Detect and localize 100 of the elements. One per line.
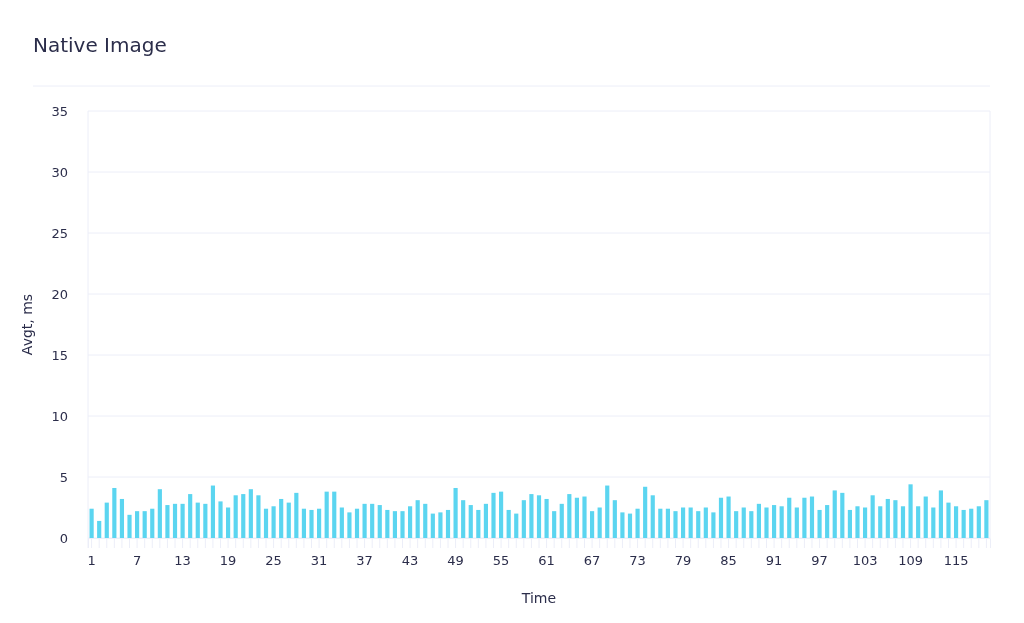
x-tick-label: 97 <box>811 553 828 569</box>
bar <box>119 498 125 538</box>
bar <box>142 511 147 538</box>
y-tick-label: 25 <box>51 225 68 241</box>
bar <box>855 506 860 538</box>
bar <box>809 496 815 538</box>
bar <box>135 511 140 538</box>
bar <box>271 506 276 538</box>
bar <box>567 494 572 538</box>
bar <box>506 509 511 538</box>
bar <box>324 491 329 538</box>
bar <box>415 500 420 538</box>
y-tick-label: 0 <box>59 530 68 546</box>
x-tick-label: 1 <box>87 553 96 569</box>
bar <box>309 509 314 538</box>
bar <box>468 505 473 538</box>
bar <box>688 507 693 538</box>
bar <box>590 511 595 538</box>
bar <box>802 497 807 538</box>
bar <box>711 512 716 538</box>
x-tick-label: 25 <box>265 553 282 569</box>
bar <box>544 498 549 538</box>
bar <box>787 497 792 538</box>
bar <box>582 496 587 538</box>
bar <box>514 513 519 538</box>
bar <box>332 491 337 538</box>
bar <box>597 507 602 538</box>
bar <box>984 500 989 538</box>
x-tick-label: 109 <box>898 553 923 569</box>
bar <box>825 505 830 538</box>
bar <box>870 495 875 538</box>
bar <box>734 511 739 538</box>
bar <box>423 503 428 538</box>
x-tick-label: 55 <box>492 553 510 569</box>
x-tick-label: 13 <box>174 553 191 569</box>
bar <box>491 492 496 538</box>
bar <box>248 489 253 538</box>
bar <box>574 497 579 538</box>
bar <box>400 511 405 538</box>
x-tick-label: 19 <box>219 553 237 569</box>
bar <box>885 498 890 538</box>
bar <box>165 505 170 538</box>
y-tick-label: 20 <box>51 286 68 302</box>
bar <box>279 498 284 538</box>
bar <box>680 507 686 538</box>
bar <box>430 513 435 538</box>
bar <box>658 508 663 538</box>
bar <box>847 509 852 538</box>
bar <box>408 506 413 538</box>
bar <box>339 507 344 538</box>
bar <box>476 509 481 538</box>
chart-title: Native Image <box>33 33 167 57</box>
bar <box>521 500 526 538</box>
bar <box>969 508 974 538</box>
bar <box>453 487 458 538</box>
bar <box>241 494 246 538</box>
x-tick-label: 61 <box>538 553 555 569</box>
bar <box>233 495 238 538</box>
bar <box>840 492 845 538</box>
bar <box>665 508 670 538</box>
bar <box>256 495 261 538</box>
bar <box>635 508 640 538</box>
bar <box>362 503 367 538</box>
bar <box>354 508 360 538</box>
bar <box>180 503 185 538</box>
bar <box>294 492 299 538</box>
y-tick-label: 5 <box>59 469 68 485</box>
bar <box>961 509 966 538</box>
bar <box>104 502 109 538</box>
bar <box>627 513 633 538</box>
bar <box>559 503 564 538</box>
x-tick-label: 7 <box>132 553 142 569</box>
bar <box>900 506 906 538</box>
x-axis-title: Time <box>520 590 557 606</box>
bar <box>210 485 216 538</box>
bar <box>953 506 959 538</box>
bar <box>127 514 132 538</box>
y-axis-title: Avgt, ms <box>19 293 35 356</box>
bar <box>157 489 162 538</box>
y-tick-label: 15 <box>51 347 68 363</box>
bar <box>893 500 898 538</box>
bar <box>620 512 625 538</box>
bar <box>764 507 769 538</box>
bar <box>172 503 178 538</box>
bar <box>878 506 883 538</box>
x-tick-label: 37 <box>356 553 373 569</box>
x-tick-label: 103 <box>852 553 878 569</box>
bar <box>377 505 382 538</box>
bar <box>286 502 291 538</box>
bar <box>817 509 822 538</box>
x-tick-label: 43 <box>401 553 419 569</box>
y-tick-label: 30 <box>51 164 68 180</box>
bar <box>756 503 761 538</box>
bar <box>605 485 610 538</box>
x-tick-label: 91 <box>765 553 783 569</box>
x-tick-label: 79 <box>674 553 692 569</box>
bar <box>771 505 777 538</box>
bar <box>150 508 155 538</box>
bar <box>741 507 746 538</box>
bar <box>483 503 488 538</box>
